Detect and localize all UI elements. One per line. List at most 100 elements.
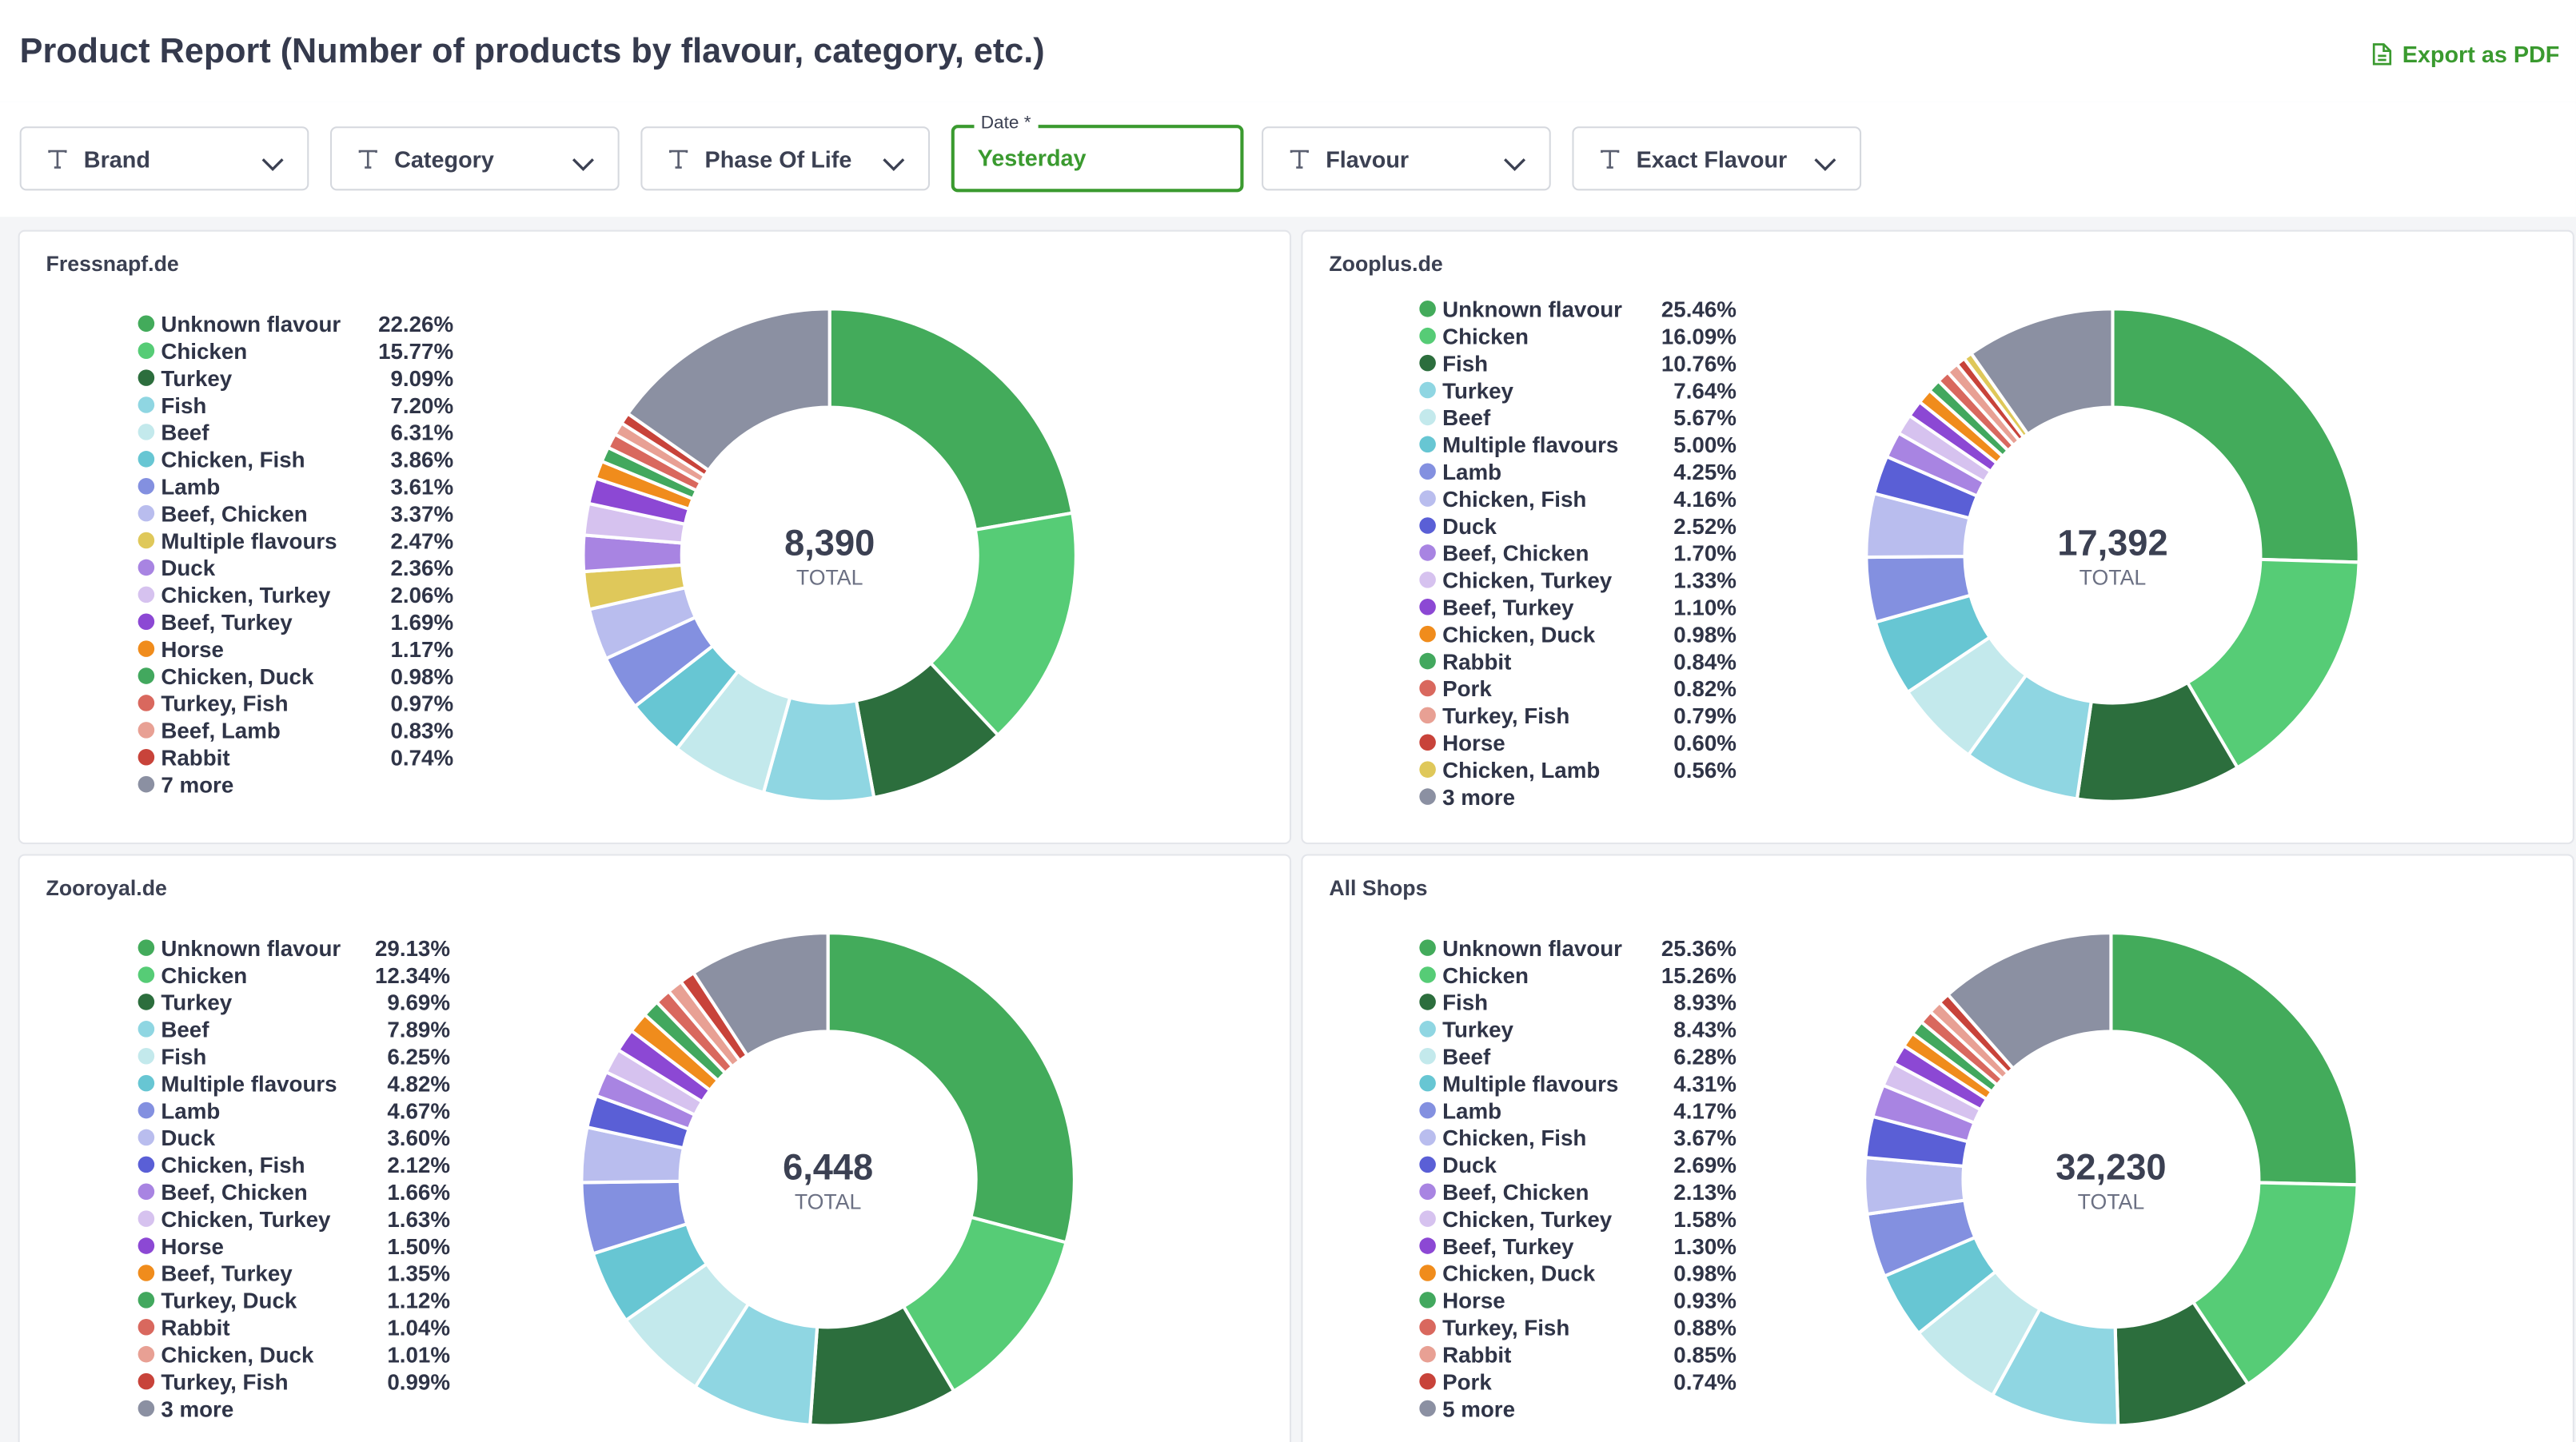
legend-swatch [1419,544,1436,561]
legend-label: Chicken [1442,963,1529,988]
chart: Fressnapf.de Unknown flavour 22.26% Chicken… [46,252,1078,803]
export-button[interactable]: Export as PDF [2373,41,2560,68]
legend-swatch [138,342,155,359]
legend-label: Chicken, Turkey [1442,1207,1613,1232]
legend-value: 8.93% [1673,990,1737,1015]
legend-swatch [1419,1319,1436,1336]
legend-value: 2.69% [1673,1153,1737,1177]
legend-value: 1.33% [1673,568,1737,593]
legend-value: 3.86% [391,448,454,472]
legend-value: 5.67% [1673,405,1737,430]
pie-slice [827,307,1075,532]
legend-label: Chicken [161,339,247,364]
page-title: Product Report (Number of products by fl… [19,33,1045,71]
legend-label: Turkey [161,990,232,1015]
legend-swatch [1419,408,1436,426]
legend-swatch [138,396,155,413]
legend-label: 5 more [1442,1396,1515,1421]
total-value: 17,392 [2057,523,2167,564]
chart-title: Zooroyal.de [46,876,167,900]
legend-swatch [1419,994,1436,1010]
legend-label: Rabbit [161,746,229,771]
legend-value: 12.34% [375,963,450,988]
legend-label: Turkey [161,366,232,391]
legend-label: Chicken, Duck [1442,622,1596,647]
legend-label: Turkey [1442,378,1513,403]
legend-value: 6.25% [387,1045,450,1070]
legend-value: 1.58% [1673,1207,1737,1232]
legend-swatch [1419,301,1436,317]
legend-value: 2.06% [391,583,454,607]
total-value: 8,390 [784,523,875,564]
filter-label: Phase Of Life [704,145,852,173]
legend-swatch [138,315,155,333]
legend-swatch [1419,1400,1436,1417]
chevron [572,151,595,177]
legend-swatch [1419,572,1436,588]
export-label[interactable]: Export as PDF [2402,41,2560,68]
legend-label: Beef, Turkey [1442,596,1574,620]
legend-label: Horse [161,637,224,662]
legend-label: Multiple flavours [1442,1071,1618,1096]
legend-value: 0.98% [391,664,454,689]
filter-dropdown[interactable]: Category [330,126,620,191]
legend-label: Unknown flavour [1442,936,1622,961]
legend-value: 15.26% [1661,963,1737,988]
legend-label: Beef [161,420,209,445]
legend-swatch [138,532,155,549]
legend-value: 6.31% [391,420,454,445]
legend-value: 8.43% [1673,1018,1737,1042]
legend-value: 25.36% [1661,936,1737,961]
filter-dropdown[interactable]: Date * Yesterday [951,113,1244,193]
filter-dropdown[interactable]: Brand [19,126,309,191]
filter-dropdown[interactable]: Exact Flavour [1572,126,1862,191]
legend-swatch [1419,761,1436,778]
legend-swatch [138,722,155,739]
legend-value: 1.66% [387,1180,450,1205]
legend-swatch [1419,490,1436,507]
legend-swatch [138,1074,155,1092]
total-label: TOTAL [796,566,863,590]
legend-label: Chicken, Duck [1442,1261,1596,1286]
filter-bar: Brand Category Phase Of Life Date * Yesterda… [0,102,2576,217]
legend-label: Duck [1442,1153,1497,1177]
legend-label: Chicken, Fish [1442,487,1586,512]
total-value: 6,448 [783,1146,873,1187]
legend-swatch [138,1319,155,1336]
legend-value: 0.88% [1673,1316,1737,1340]
legend-label: Lamb [1442,460,1501,484]
legend-swatch [1419,1237,1436,1254]
legend-value: 4.67% [387,1098,450,1123]
chart-title: Zooplus.de [1329,252,1442,276]
legend-swatch [1419,1265,1436,1281]
legend-swatch [138,1156,155,1173]
filter-label: Brand [83,145,150,173]
legend-value: 0.79% [1673,703,1737,728]
legend-swatch [138,1292,155,1309]
legend-swatch [138,1372,155,1390]
legend-swatch [1419,707,1436,724]
pie-slice [1945,931,2113,1071]
filter-dropdown[interactable]: Phase Of Life [640,126,931,191]
legend-swatch [138,1400,155,1417]
legend-label: Beef [1442,405,1491,430]
filter-dropdown[interactable]: Flavour [1262,126,1551,191]
legend-swatch [1419,1101,1436,1119]
legend-swatch [138,424,155,440]
legend-label: Unknown flavour [161,936,341,961]
legend-label: Lamb [161,1098,220,1123]
pdf-icon [2373,43,2392,66]
legend-value: 1.04% [387,1316,450,1340]
legend-swatch [138,775,155,793]
legend-label: Beef, Chicken [1442,1180,1589,1205]
legend-value: 1.30% [1673,1234,1737,1259]
legend-label: Lamb [161,474,220,499]
legend-value: 4.82% [387,1071,450,1096]
legend-swatch [138,1183,155,1201]
legend-swatch [138,966,155,983]
legend-label: Chicken [161,963,247,988]
legend-swatch [138,1101,155,1119]
legend-value: 0.85% [1673,1342,1737,1367]
